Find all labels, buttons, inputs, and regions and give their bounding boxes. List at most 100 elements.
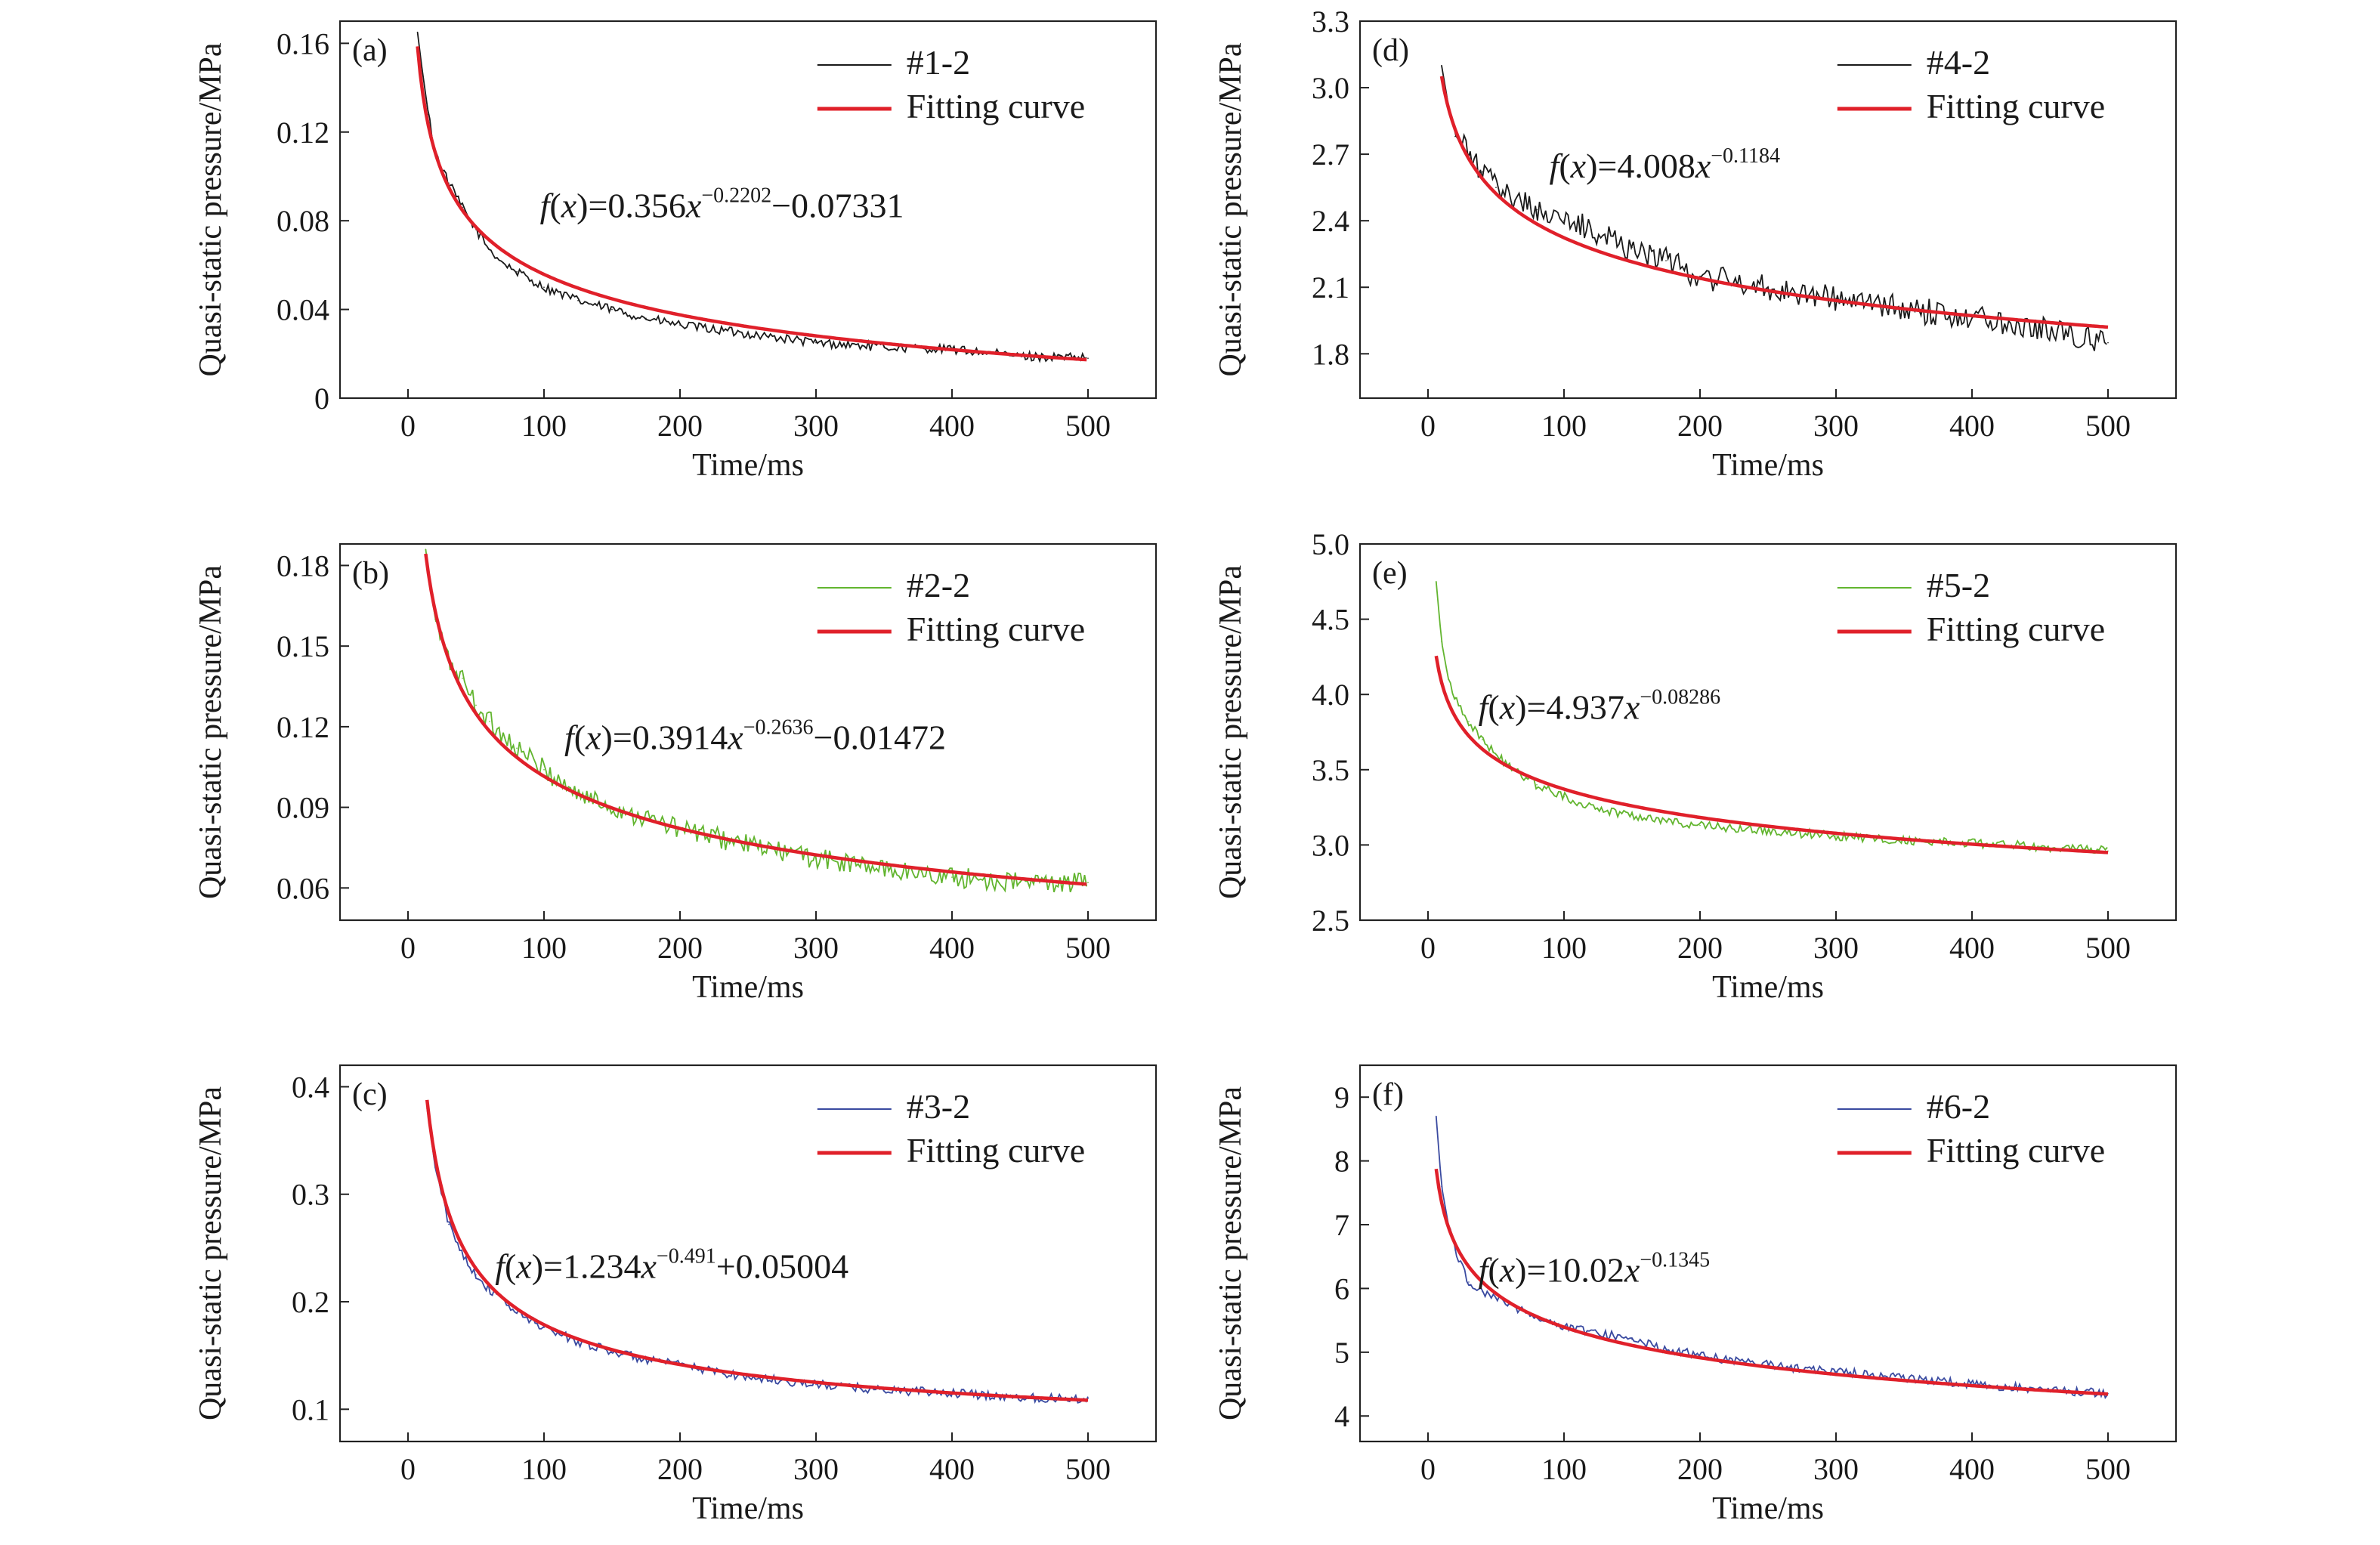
data-point [1590, 229, 1592, 230]
legend-label-fit: Fitting curve [907, 610, 1085, 648]
panel-label: (e) [1372, 556, 1408, 591]
x-tick-label: 100 [1541, 1452, 1587, 1486]
equation-coefficient: 4.008 [1617, 147, 1695, 185]
data-point [1495, 754, 1497, 756]
equation-exponent: −0.1184 [1711, 144, 1780, 168]
data-point [1436, 1115, 1437, 1117]
legend: #4-2 Fitting curve [1837, 43, 2105, 125]
data-point [1454, 697, 1456, 698]
x-tick-label: 400 [1949, 1452, 1995, 1486]
series-line-fitting-curve [1439, 76, 2109, 329]
series-line-fitting-curve [425, 1099, 1089, 1402]
data-point [747, 333, 749, 335]
data-point [1087, 357, 1089, 359]
series-line-measured [426, 1108, 1089, 1404]
chart-panel-f: 0 100 200 300 400 500 4 5 6 7 8 9 Time/ms Quasi-stati… [1213, 1064, 2178, 1526]
data-point [1454, 135, 1456, 138]
equation-close-paren: )= [601, 718, 632, 756]
equation-variable: x [640, 1247, 657, 1285]
panel-label: (d) [1372, 33, 1409, 68]
x-axis-label: Time/ms [692, 1491, 804, 1526]
equation-offset: +0.05004 [716, 1247, 848, 1285]
legend-label-measured: #3-2 [907, 1087, 970, 1126]
equation-coefficient: 1.234 [563, 1247, 641, 1285]
data-point [1699, 1355, 1701, 1356]
x-tick-label: 500 [1065, 931, 1111, 965]
data-point [1441, 1185, 1442, 1188]
equation-close-paren: )= [532, 1247, 563, 1285]
data-point [577, 300, 579, 301]
equation-variable: x [515, 1247, 532, 1285]
series-line-measured [425, 548, 1088, 893]
data-point [1597, 1332, 1599, 1334]
plot-frame [1358, 542, 2178, 922]
data-point [1835, 298, 1837, 299]
x-tick-label: 0 [400, 1452, 416, 1486]
y-tick-label: 0.15 [277, 629, 329, 663]
equation-open-paren: ( [505, 1247, 516, 1285]
data-point [1441, 641, 1442, 643]
equation-coefficient: 4.937 [1546, 688, 1624, 727]
y-tick-label: 3.0 [1312, 828, 1349, 862]
equation-open-paren: ( [1488, 1250, 1499, 1289]
equation-open-paren: ( [549, 186, 561, 224]
legend: #5-2 Fitting curve [1837, 566, 2105, 648]
data-point [611, 308, 613, 311]
fit-equation: f(x)=0.3914x−0.2636−0.01472 [564, 715, 946, 756]
x-tick-label: 500 [1065, 409, 1111, 443]
equation-exponent: −0.2636 [743, 715, 814, 739]
equation-variable: x [561, 186, 577, 224]
chart-panel-e: 0 100 200 300 400 500 2.5 3.0 3.5 4.0 4.5 5.0 Time/m… [1213, 527, 2178, 1005]
y-axis-label: Quasi-static pressure/MPa [193, 1086, 228, 1420]
data-point [1468, 1281, 1470, 1283]
y-tick-label: 4 [1334, 1399, 1349, 1433]
data-point [475, 1274, 477, 1276]
y-tick-label: 2.5 [1312, 904, 1349, 938]
equation-variable: x [1570, 147, 1587, 185]
legend-label-fit: Fitting curve [907, 87, 1085, 125]
data-point [1631, 1339, 1633, 1340]
y-tick-label: 0.12 [277, 116, 329, 150]
equation-coefficient: 0.3914 [632, 718, 728, 756]
equation-exponent: −0.1345 [1640, 1248, 1710, 1272]
data-point [448, 1223, 450, 1225]
data-point [951, 876, 953, 878]
x-tick-label: 100 [1541, 931, 1587, 965]
data-point [1495, 187, 1497, 188]
data-point [1699, 275, 1701, 277]
data-point [428, 113, 429, 116]
chart-panel-b: 0 100 200 300 400 500 0.06 0.09 0.12 0.15 0.18 Time… [193, 542, 1158, 1005]
y-tick-label: 2.7 [1312, 138, 1349, 171]
data-point [1482, 171, 1483, 173]
plot-frame [1358, 20, 2178, 400]
data-point [1665, 260, 1667, 261]
equation-close-paren: )= [576, 186, 607, 224]
x-tick-label: 300 [793, 931, 839, 965]
y-tick-label: 0.2 [292, 1285, 329, 1319]
x-tick-label: 200 [657, 409, 703, 443]
equation-close-paren: )= [1515, 1250, 1546, 1289]
y-tick-label: 4.5 [1312, 603, 1349, 637]
y-tick-label: 0.12 [277, 710, 329, 744]
y-tick-label: 4.0 [1312, 678, 1349, 712]
y-tick-label: 0.09 [277, 791, 329, 825]
equation-exponent: −0.2202 [701, 184, 771, 207]
x-tick-label: 400 [929, 409, 975, 443]
y-tick-label: 0.1 [292, 1392, 329, 1426]
x-tick-label: 400 [1949, 409, 1995, 443]
y-tick-label: 2.1 [1312, 270, 1349, 304]
data-point [747, 1376, 749, 1378]
panel-label: (b) [352, 556, 389, 591]
data-point [489, 249, 490, 251]
data-point [1699, 824, 1701, 827]
legend-label-measured: #6-2 [1927, 1087, 1990, 1126]
y-tick-label: 0.3 [292, 1178, 329, 1212]
x-tick-label: 500 [1065, 1452, 1111, 1486]
fit-equation: f(x)=1.234x−0.491+0.05004 [495, 1244, 848, 1285]
x-axis-label: Time/ms [692, 970, 804, 1005]
y-tick-label: 2.4 [1312, 204, 1349, 238]
x-tick-label: 500 [2085, 1452, 2131, 1486]
x-tick-label: 0 [1420, 1452, 1436, 1486]
y-tick-label: 6 [1334, 1272, 1349, 1306]
data-point [815, 857, 817, 859]
